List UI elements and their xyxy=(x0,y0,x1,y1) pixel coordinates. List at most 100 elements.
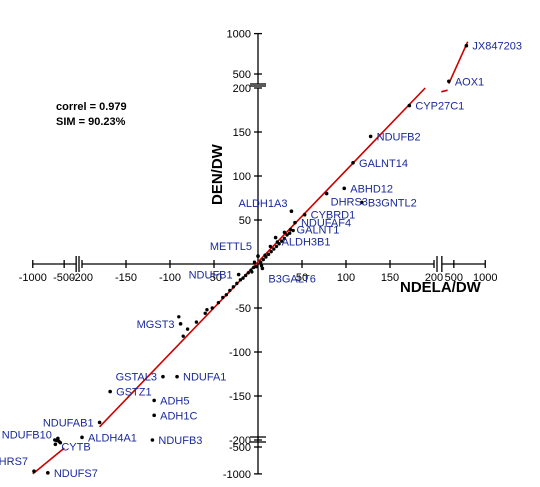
axes: -200 -150 -100 -50 50 100 150 200 -1000 -500 500 10… xyxy=(19,29,498,481)
data-point xyxy=(258,260,263,264)
point-label: NDUFAB1 xyxy=(43,417,94,429)
labeled-point xyxy=(32,469,36,474)
data-point xyxy=(285,233,289,237)
x-tick: -150 xyxy=(115,272,137,284)
data-point xyxy=(58,440,63,445)
data-point xyxy=(282,230,287,235)
y-tick: 1000 xyxy=(227,29,251,41)
data-point xyxy=(224,293,229,297)
y-axis-title: DEN/DW xyxy=(209,143,226,205)
labeled-point xyxy=(108,389,112,394)
labeled-point xyxy=(56,436,60,441)
data-point xyxy=(251,265,256,270)
data-point xyxy=(221,295,225,300)
point-label: CYTB xyxy=(61,441,90,453)
x-tick: 500 xyxy=(445,272,463,284)
labeled-point xyxy=(407,103,412,108)
y-tick: -150 xyxy=(229,391,251,403)
labeled-point xyxy=(178,322,183,326)
y-tick: 50 xyxy=(239,215,251,227)
labeled-point xyxy=(273,235,278,240)
point-label: METTL5 xyxy=(210,241,252,253)
data-point xyxy=(269,249,273,254)
point-label: NDUFB2 xyxy=(377,131,421,143)
fit-line xyxy=(32,41,469,475)
data-point xyxy=(287,231,292,235)
y-tick: 500 xyxy=(233,69,251,81)
x-tick: -200 xyxy=(71,272,93,284)
labeled-point xyxy=(97,420,102,425)
stat-correl: correl = 0.979 xyxy=(56,101,127,113)
labeled-point xyxy=(342,186,347,191)
data-point xyxy=(272,247,276,251)
point-label: GSTAL3 xyxy=(116,372,157,384)
x-tick: 150 xyxy=(381,272,399,284)
data-point xyxy=(268,244,273,249)
y-tick: -1000 xyxy=(223,469,251,481)
y-tick: 100 xyxy=(233,171,251,183)
x-tick: -50 xyxy=(206,272,222,284)
point-label: GALNT1 xyxy=(297,225,340,237)
data-point xyxy=(263,253,267,257)
point-label: ALDH3B1 xyxy=(282,237,331,249)
labeled-point xyxy=(152,398,156,403)
data-point xyxy=(181,334,185,338)
point-label: ADH1C xyxy=(160,410,197,422)
x-tick: -100 xyxy=(159,272,181,284)
x-tick: 200 xyxy=(425,272,443,284)
labeled-point xyxy=(289,209,294,213)
point-label: ALDH4A1 xyxy=(88,432,137,444)
labeled-point xyxy=(447,79,451,84)
data-point xyxy=(231,285,236,289)
point-label: JX847203 xyxy=(472,41,522,53)
labeled-point xyxy=(464,43,469,48)
data-point xyxy=(243,273,248,278)
data-point xyxy=(275,240,280,244)
point-label: DHRS7 xyxy=(0,456,28,468)
stat-sim: SIM = 90.23% xyxy=(56,116,126,128)
labeled-point xyxy=(53,442,58,447)
y-tick: -50 xyxy=(235,303,251,315)
point-label: NDUFAF4 xyxy=(301,218,351,230)
data-point xyxy=(205,308,209,312)
point-label: NDUFS7 xyxy=(54,468,98,480)
labeled-point xyxy=(150,438,155,442)
data-point xyxy=(216,301,221,305)
labeled-point xyxy=(80,435,84,440)
point-label: CYP27C1 xyxy=(415,101,464,113)
labeled-point xyxy=(293,220,297,225)
data-point xyxy=(266,252,271,257)
point-labels: JX847203 AOX1 CYP27C1 NDUFB2 GALNT14 ABHD12 DH… xyxy=(0,41,522,480)
labeled-point xyxy=(152,413,156,418)
data-point xyxy=(238,278,243,282)
point-label: AOX1 xyxy=(455,76,484,88)
data-point xyxy=(194,320,199,324)
labeled-point xyxy=(351,161,355,165)
point-label: B3GALT6 xyxy=(268,273,316,285)
data-point xyxy=(241,276,245,280)
data-point xyxy=(274,244,279,249)
labeled-point xyxy=(288,227,293,232)
data-point xyxy=(228,288,232,293)
x-tick: -1000 xyxy=(19,272,47,284)
labeled-point xyxy=(302,212,307,217)
data-point xyxy=(250,270,254,274)
point-label: NDUFB10 xyxy=(2,429,52,441)
x-tick: 50 xyxy=(296,272,308,284)
point-label: ALDH1A3 xyxy=(239,198,288,210)
point-label: NDUFA1 xyxy=(183,372,226,384)
point-label: ABHD12 xyxy=(350,183,393,195)
x-tick: 1000 xyxy=(473,272,497,284)
labeled-point xyxy=(324,191,329,196)
x-tick: 100 xyxy=(337,272,355,284)
data-point xyxy=(280,239,284,243)
point-label: GSTZ1 xyxy=(116,387,151,399)
labeled-point xyxy=(260,266,265,271)
labeled-point xyxy=(236,272,241,277)
y-tick: -100 xyxy=(229,347,251,359)
labeled-point xyxy=(46,471,50,475)
point-label: NDUFB3 xyxy=(158,435,202,447)
point-label: MGST3 xyxy=(137,319,175,331)
data-point xyxy=(261,257,265,262)
